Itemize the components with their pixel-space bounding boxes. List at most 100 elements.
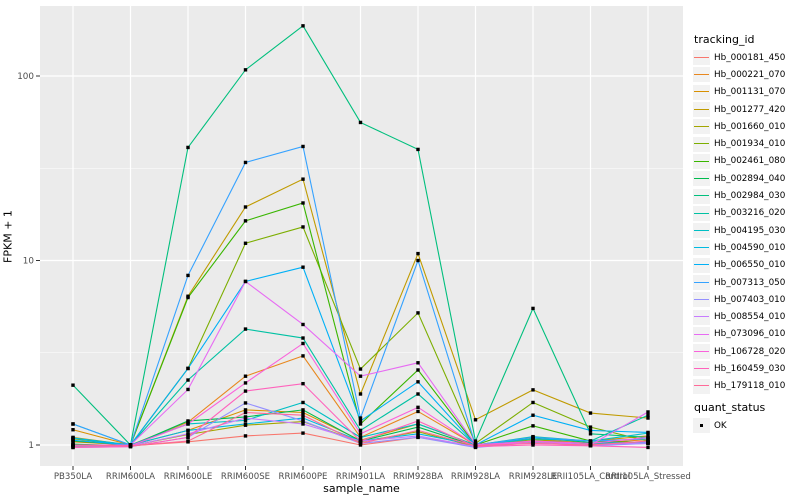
data-point: [301, 225, 305, 229]
data-point: [243, 219, 248, 223]
legend-item-label: Hb_004195_030: [714, 225, 786, 236]
x-tick-label: RRIM928BA: [393, 472, 443, 482]
legend-item: Hb_001131_070: [693, 84, 785, 101]
data-point: [358, 392, 363, 396]
series-color-line-icon: [694, 126, 709, 128]
data-point: [301, 381, 305, 386]
data-point: [358, 367, 363, 371]
legend-item-label: Hb_007403_010: [714, 294, 786, 305]
legend-key-swatch: [693, 240, 710, 256]
legend-key-swatch: [693, 205, 710, 221]
legend-key-swatch: [693, 171, 710, 187]
data-point: [128, 444, 133, 448]
data-point: [243, 422, 248, 426]
x-tick-label: RRII105LA_Control: [551, 472, 631, 482]
data-point: [243, 416, 248, 420]
data-point: [531, 400, 535, 405]
legend-item-label: Hb_003216_020: [714, 208, 786, 219]
data-point: [416, 361, 420, 365]
data-point: [71, 422, 75, 426]
legend-key-swatch: [693, 136, 710, 152]
legend-item: Hb_001934_010: [693, 135, 785, 152]
data-point: [358, 441, 363, 446]
data-point: [71, 438, 75, 443]
data-point: [301, 431, 305, 435]
data-point: [416, 419, 420, 423]
legend-item-label: Hb_001660_010: [714, 121, 786, 132]
data-point: [588, 411, 593, 415]
data-point: [416, 405, 420, 410]
data-point: [416, 422, 420, 426]
data-point: [71, 428, 75, 432]
data-point: [71, 443, 75, 447]
x-tick-label: RRIM901LA: [336, 472, 385, 482]
legend-item-label: Hb_007313_050: [714, 277, 786, 288]
data-point: [416, 428, 420, 433]
series-color-line-icon: [694, 247, 709, 249]
legend-item-label: Hb_002894_040: [714, 173, 786, 184]
data-point: [531, 413, 535, 417]
data-point: [531, 424, 535, 428]
data-point: [358, 439, 363, 443]
data-point: [301, 416, 305, 420]
legend-item: OK: [693, 417, 765, 434]
data-point: [301, 336, 305, 340]
legend-key-swatch: [693, 50, 710, 66]
data-point: [301, 400, 305, 405]
series-color-line-icon: [694, 143, 709, 145]
data-point: [358, 120, 363, 125]
legend-item: Hb_008554_010: [693, 308, 785, 325]
data-point: [301, 422, 305, 426]
data-point: [358, 419, 363, 423]
legend-key-swatch: [693, 223, 710, 239]
legend-items: Hb_000181_450 Hb_000221_070 Hb_001131_070 H…: [693, 49, 785, 395]
legend-item: Hb_000221_070: [693, 66, 785, 83]
data-point: [646, 435, 650, 440]
data-point: [358, 428, 363, 433]
legend-item-label: Hb_179118_010: [714, 381, 786, 392]
legend-item-label: OK: [714, 420, 727, 431]
y-axis-title: FPKM + 1: [1, 210, 15, 263]
legend-key-swatch: [693, 309, 710, 325]
legend-key-swatch: [693, 275, 710, 290]
data-point: [301, 410, 305, 415]
series-color-line-icon: [694, 229, 709, 231]
data-point: [186, 432, 190, 436]
legend-item-label: Hb_000221_070: [714, 69, 786, 80]
legend-item-label: Hb_001277_420: [714, 104, 786, 115]
x-tick-label: PB350LA: [54, 472, 92, 482]
data-point: [71, 436, 75, 440]
x-tick-label: RRIM600PE: [279, 472, 328, 482]
legend-title: tracking_id: [694, 33, 755, 46]
data-point: [416, 251, 420, 256]
data-point: [301, 201, 305, 205]
series-color-line-icon: [694, 333, 709, 335]
data-point: [473, 444, 478, 448]
legend-quant-status: quant_status OK: [693, 401, 766, 435]
data-point: [243, 205, 248, 209]
legend-item: Hb_001277_420: [693, 101, 785, 118]
data-point: [416, 432, 420, 436]
y-tick-label: 1: [28, 441, 34, 451]
data-point: [301, 408, 305, 412]
legend-key-swatch: [693, 67, 710, 83]
data-point: [301, 419, 305, 423]
data-point: [531, 441, 535, 446]
legend-item-label: Hb_073096_010: [714, 329, 786, 340]
series-color-line-icon: [694, 108, 709, 110]
data-point: [243, 160, 248, 165]
legend-item: Hb_160459_030: [693, 360, 785, 377]
data-point: [646, 430, 650, 435]
series-color-line-icon: [694, 316, 709, 318]
data-point: [301, 413, 305, 417]
data-point: [243, 401, 248, 405]
data-point: [416, 380, 420, 384]
legend-item: Hb_106728_020: [693, 343, 785, 360]
legend-item-label: Hb_002461_080: [714, 156, 786, 167]
legend-key-swatch: [693, 119, 710, 135]
data-point: [301, 177, 305, 181]
series-color-line-icon: [694, 91, 709, 93]
x-tick-label: RRIM600LA: [106, 472, 155, 482]
data-point: [243, 68, 248, 72]
